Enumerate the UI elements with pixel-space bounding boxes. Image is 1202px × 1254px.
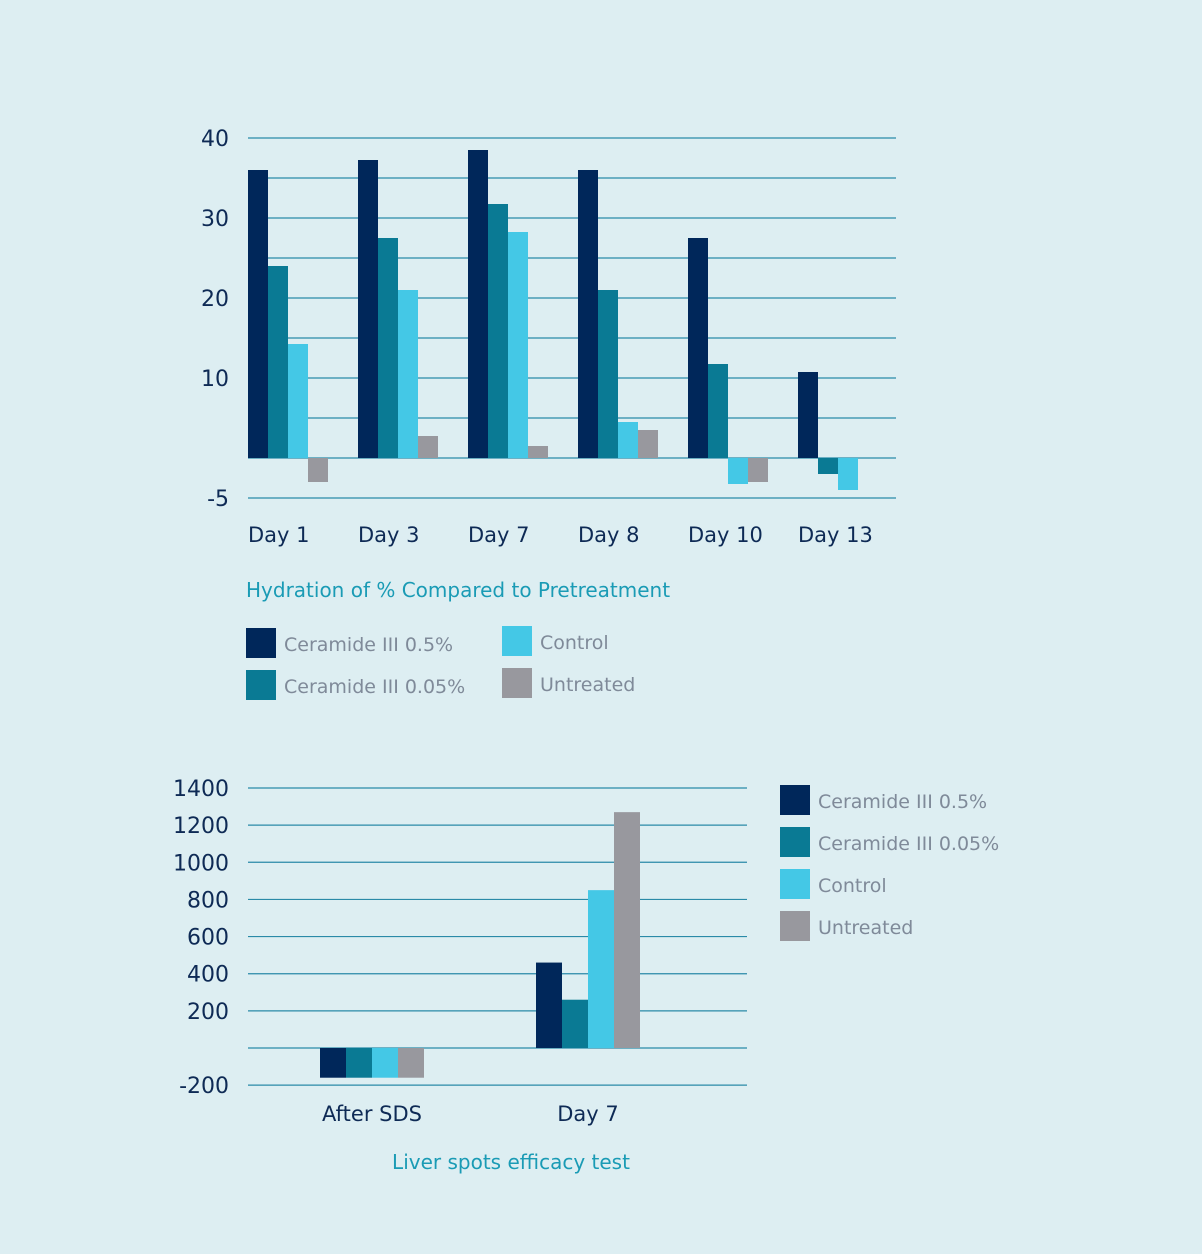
x-category-label: Day 8 bbox=[578, 523, 640, 547]
x-category-label: Day 7 bbox=[468, 523, 530, 547]
y-tick-label: 30 bbox=[201, 207, 229, 232]
bar-after-sds-series-1 bbox=[320, 1048, 346, 1078]
bar-day-10-series-1 bbox=[688, 238, 708, 458]
bar-day-1-series-2 bbox=[268, 266, 288, 458]
chart-2: 1400 1200 1000 800 600 400 200 -200 After SDS Day… bbox=[173, 777, 999, 1174]
x-category-label: Day 1 bbox=[248, 523, 310, 547]
y-tick-label: 400 bbox=[187, 963, 229, 988]
bar-day-3-series-2 bbox=[378, 238, 398, 458]
x-category-label: Day 13 bbox=[798, 523, 873, 547]
legend-label: Control bbox=[540, 632, 609, 654]
bar-day-7-series-1 bbox=[536, 962, 562, 1048]
bar-day-1-series-4 bbox=[308, 458, 328, 482]
bar-day-7-series-4 bbox=[528, 446, 548, 458]
y-tick-label: 10 bbox=[201, 367, 229, 392]
x-category-label: Day 10 bbox=[688, 523, 763, 547]
legend-label: Ceramide III 0.5% bbox=[818, 791, 987, 813]
legend-swatch bbox=[780, 869, 810, 899]
legend-swatch bbox=[780, 785, 810, 815]
legend-label: Untreated bbox=[818, 917, 913, 939]
legend-label: Control bbox=[818, 875, 887, 897]
legend-swatch bbox=[502, 626, 532, 656]
y-tick-label: 200 bbox=[187, 1000, 229, 1025]
y-tick-label: 1000 bbox=[173, 851, 229, 876]
legend-swatch bbox=[780, 911, 810, 941]
legend-label: Ceramide III 0.05% bbox=[818, 833, 999, 855]
chart-title: Liver spots efficacy test bbox=[392, 1150, 630, 1174]
bar-day-3-series-1 bbox=[358, 160, 378, 458]
x-category-label: Day 7 bbox=[557, 1102, 619, 1126]
x-category-label: Day 3 bbox=[358, 523, 420, 547]
legend-swatch bbox=[502, 668, 532, 698]
bar-day-3-series-3 bbox=[398, 290, 418, 458]
bar-after-sds-series-2 bbox=[346, 1048, 372, 1078]
y-tick-label: 600 bbox=[187, 926, 229, 951]
bar-day-7-series-2 bbox=[488, 204, 508, 458]
legend-swatch bbox=[780, 827, 810, 857]
bar-day-10-series-4 bbox=[748, 458, 768, 482]
bar-day-8-series-1 bbox=[578, 170, 598, 458]
y-tick-label: -200 bbox=[179, 1074, 229, 1099]
legend: Ceramide III 0.5% Ceramide III 0.05% Contr… bbox=[780, 785, 999, 941]
legend-swatch bbox=[246, 628, 276, 658]
y-tick-label: 800 bbox=[187, 888, 229, 913]
y-tick-label: 1400 bbox=[173, 777, 229, 802]
gridlines bbox=[248, 787, 747, 1086]
bar-day-13-series-1 bbox=[798, 372, 818, 458]
bar-day-13-series-3 bbox=[838, 458, 858, 490]
bar-day-1-series-3 bbox=[288, 344, 308, 458]
bar-after-sds-series-4 bbox=[398, 1048, 424, 1078]
legend-label: Ceramide III 0.5% bbox=[284, 634, 453, 656]
bar-day-7-series-3 bbox=[588, 890, 614, 1048]
bar-day-8-series-3 bbox=[618, 422, 638, 458]
bar-day-3-series-4 bbox=[418, 436, 438, 458]
legend-swatch bbox=[246, 670, 276, 700]
bar-day-8-series-4 bbox=[638, 430, 658, 458]
y-tick-label: 1200 bbox=[173, 814, 229, 839]
chart-title: Hydration of % Compared to Pretreatment bbox=[246, 578, 670, 602]
bar-day-7-series-2 bbox=[562, 999, 588, 1048]
bar-day-1-series-1 bbox=[248, 170, 268, 458]
y-tick-label: 40 bbox=[201, 127, 229, 152]
y-tick-label: -5 bbox=[207, 487, 229, 512]
x-category-label: After SDS bbox=[322, 1102, 422, 1126]
chart-1: 40 30 20 10 -5 Day 1 Day 3 Day 7 Day 8 Day 10 Day … bbox=[201, 127, 896, 700]
bar-day-10-series-3 bbox=[728, 458, 748, 484]
y-tick-label: 20 bbox=[201, 287, 229, 312]
legend-label: Ceramide III 0.05% bbox=[284, 676, 465, 698]
gridlines bbox=[248, 137, 896, 499]
legend: Ceramide III 0.5% Ceramide III 0.05% Contr… bbox=[246, 626, 635, 700]
bar-day-7-series-3 bbox=[508, 232, 528, 458]
bar-day-13-series-2 bbox=[818, 458, 838, 474]
bar-day-10-series-2 bbox=[708, 364, 728, 458]
bar-after-sds-series-3 bbox=[372, 1048, 398, 1078]
bar-day-7-series-4 bbox=[614, 812, 640, 1048]
bar-day-7-series-1 bbox=[468, 150, 488, 458]
bar-day-8-series-2 bbox=[598, 290, 618, 458]
legend-label: Untreated bbox=[540, 674, 635, 696]
